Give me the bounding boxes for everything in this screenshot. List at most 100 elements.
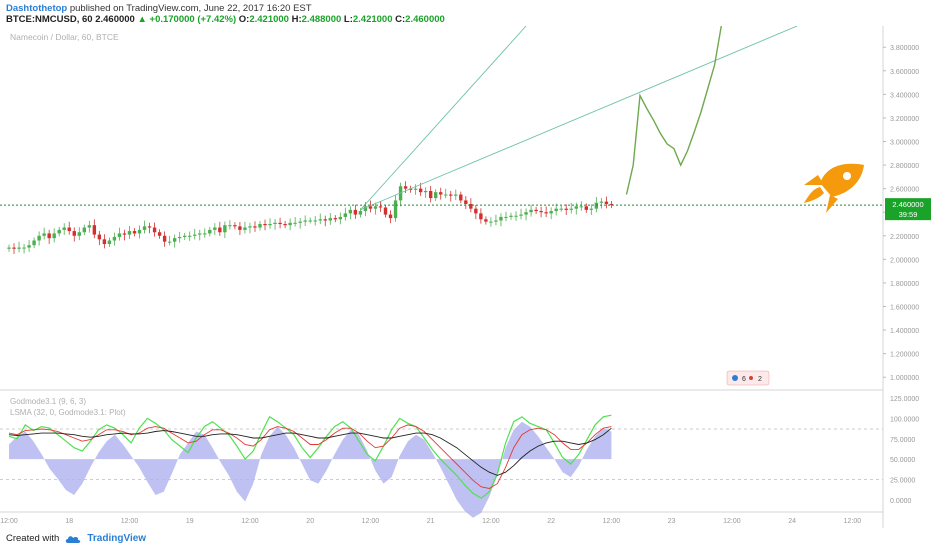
candle [288,222,292,226]
candle [157,232,162,236]
candle [549,211,553,214]
candle [599,201,604,203]
candle [534,209,538,212]
candle [238,226,242,230]
x-tick-label: 12:00 [482,518,500,525]
candle [72,231,76,236]
candle [363,206,368,212]
candle [117,233,122,237]
candle [479,213,483,220]
candle [604,201,609,204]
candle [504,216,508,218]
price-change: +0.170000 (+7.42%) [149,14,237,25]
chart-area[interactable]: Namecoin / Dollar, 60, BTCE 3.800000 3.60… [0,26,932,528]
low-label: L: [343,14,353,25]
y-tick-label: 1.800000 [890,281,919,288]
osc-tick-label: 100.0000 [890,416,919,423]
y-tick-label: 3.600000 [890,69,919,76]
candle [368,206,373,209]
candle [388,214,393,219]
symbol-label: BTCE:NMCUSD, 60 [6,14,93,25]
candle [127,231,132,235]
candle [198,233,202,235]
candle [82,227,86,233]
candle [574,206,578,209]
candle [423,191,428,193]
time-axis[interactable]: 12:00 18 12:00 19 12:00 20 12:00 21 12:00 22 12:00… [0,518,861,525]
tradingview-brand[interactable]: TradingView [87,533,147,544]
osc-tick-label: 0.0000 [890,498,912,505]
candle [439,192,443,195]
candle [408,188,413,190]
trend-lines[interactable] [360,26,798,211]
published-info: published on TradingView.com, June 22, 2… [69,3,312,14]
oscillator-y-axis[interactable]: 125.0000 100.0000 75.0000 50.0000 25.0000 0.0… [0,396,919,505]
publish-line: Dashtothetop published on TradingView.co… [6,3,312,15]
candle [57,229,61,234]
y-tick-label: 3.400000 [890,92,919,99]
price-tag-countdown: 39:59 [899,210,918,219]
trend-line [360,26,527,211]
candle [112,236,117,241]
close-label: C: [395,14,406,25]
main-y-axis[interactable]: 3.800000 3.600000 3.400000 3.200000 3.000000… [883,45,919,382]
candle [353,209,358,215]
candle [489,221,493,223]
candle [303,220,307,222]
candle [554,208,558,212]
candle [52,233,56,239]
price-tag-value: 2.460000 [892,200,923,209]
candle [17,247,21,249]
author-name[interactable]: Dashtothetop [6,3,68,14]
candle [263,224,267,226]
candle [283,224,287,226]
candle [32,240,36,246]
candle [253,226,257,228]
chart-frame [0,26,884,528]
osc-histogram-area [9,421,612,518]
open-label: O: [238,14,250,25]
candle [564,208,568,210]
candle [27,245,31,248]
osc-tick-label: 25.0000 [890,478,915,485]
candle [37,235,41,241]
osc-series-line [8,424,612,489]
candle [22,247,26,249]
y-tick-label: 2.200000 [890,234,919,241]
open-value: 2.421000 [249,14,289,25]
y-tick-label: 3.800000 [890,45,919,52]
oscillator-subtitle: LSMA (32, 0, Godmode3.1: Plot) [10,408,126,417]
candle [188,235,192,237]
x-tick-label: 18 [65,518,73,525]
candle [258,224,262,228]
candle [469,203,473,209]
candle [343,213,348,217]
candle [383,207,388,215]
candle [268,224,272,226]
x-tick-label: 12:00 [121,518,139,525]
candle [147,226,152,228]
candle [594,202,599,209]
candlestick-series [7,181,614,254]
candle [12,247,16,249]
candle [358,211,363,215]
svg-text:2: 2 [758,376,762,383]
oscillator-histogram [9,421,612,518]
x-tick-label: 22 [547,518,555,525]
candle [434,192,438,199]
stream-badge[interactable]: 6 2 [726,370,770,386]
candle [579,206,583,208]
candle [87,225,92,228]
candle [203,233,207,235]
candle [102,239,107,245]
candle [454,194,458,196]
candle [584,206,588,210]
candle [167,241,172,243]
candle [544,212,548,214]
candle [278,222,282,224]
candle [298,221,302,223]
forecast-drawing[interactable] [625,26,722,195]
candle [428,191,433,199]
candle [193,234,197,236]
candle [67,227,71,232]
